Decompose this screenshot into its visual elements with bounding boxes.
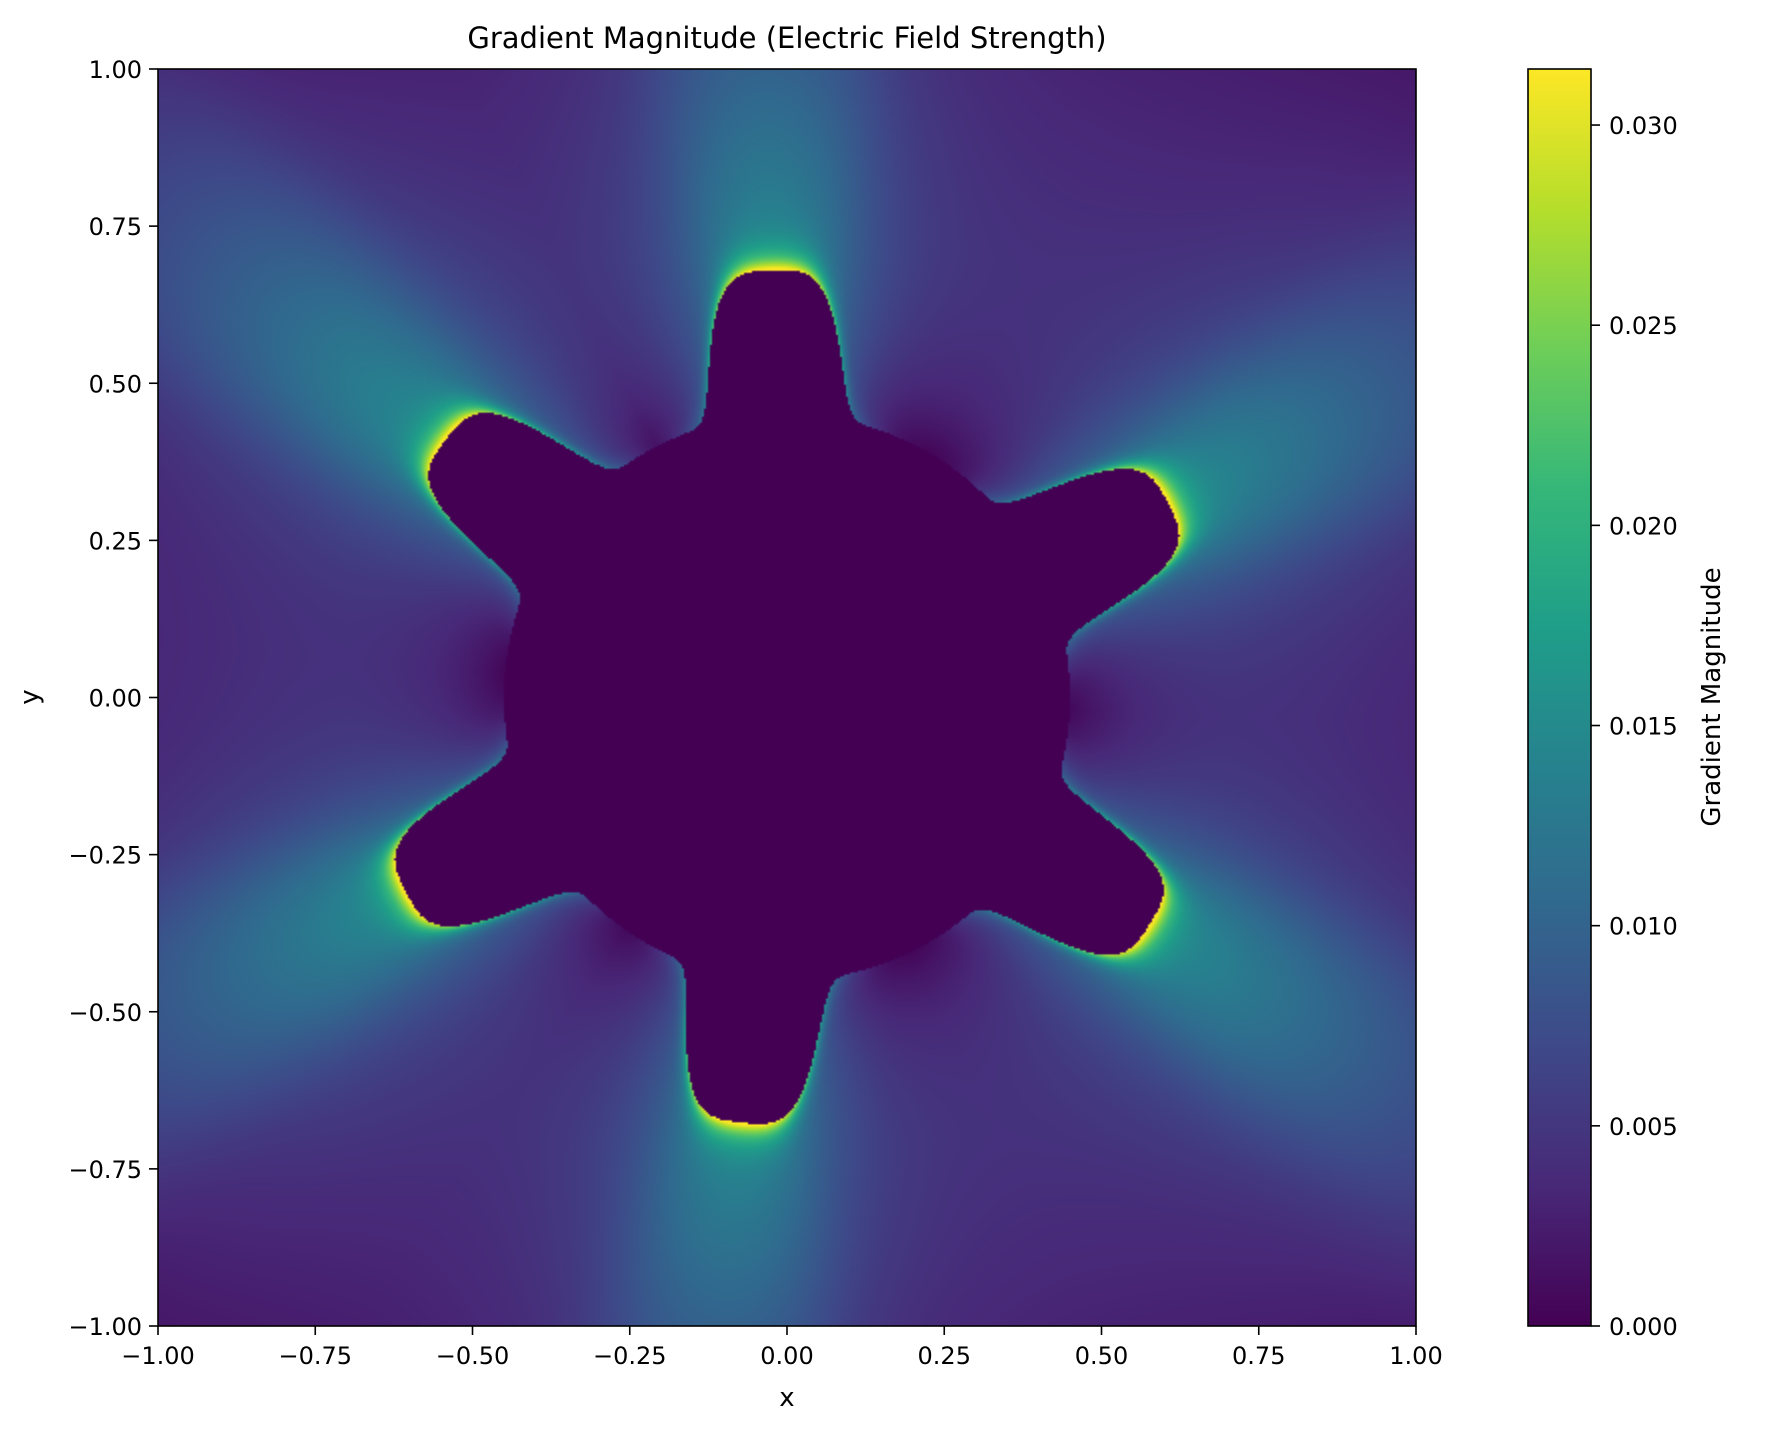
colorbar-tick-label: 0.000 <box>1609 1313 1678 1341</box>
x-tick-label: 0.25 <box>918 1342 971 1370</box>
y-tick-label: −0.75 <box>68 1156 142 1184</box>
colorbar-tick-label: 0.020 <box>1609 512 1678 540</box>
x-tick-label: −0.25 <box>593 1342 667 1370</box>
y-tick-label: 1.00 <box>89 56 142 84</box>
y-axis-label: y <box>15 689 45 704</box>
colorbar-gradient <box>1527 68 1592 1327</box>
y-tick-label: −0.25 <box>68 842 142 870</box>
colorbar-tick-label: 0.015 <box>1609 713 1678 741</box>
x-tick-label: 0.00 <box>760 1342 813 1370</box>
colorbar: 0.000 0.005 0.010 0.015 0.020 0.025 0.030 Grad… <box>1527 68 1727 1341</box>
y-tick-label: 0.00 <box>89 685 142 713</box>
x-axis: −1.00 −0.75 −0.50 −0.25 0.00 0.25 0.50 0.75 1.00 <box>121 1326 1443 1370</box>
colorbar-tick-label: 0.030 <box>1609 112 1678 140</box>
x-tick-label: −1.00 <box>121 1342 195 1370</box>
x-axis-label: x <box>779 1383 794 1413</box>
y-tick-label: 0.75 <box>89 213 142 241</box>
chart-title: Gradient Magnitude (Electric Field Stren… <box>467 21 1106 55</box>
x-tick-label: 0.75 <box>1232 1342 1285 1370</box>
y-tick-label: 0.50 <box>89 370 142 398</box>
y-tick-label: 0.25 <box>89 527 142 555</box>
x-tick-label: −0.50 <box>436 1342 510 1370</box>
colorbar-tick-label: 0.010 <box>1609 913 1678 941</box>
colorbar-tick-label: 0.005 <box>1609 1113 1678 1141</box>
x-tick-label: −0.75 <box>278 1342 352 1370</box>
y-tick-label: −0.50 <box>68 999 142 1027</box>
colorbar-label: Gradient Magnitude <box>1697 567 1727 826</box>
colorbar-ticks: 0.000 0.005 0.010 0.015 0.020 0.025 0.030 <box>1591 112 1678 1341</box>
y-axis: −1.00 −0.75 −0.50 −0.25 0.00 0.25 0.50 0.75 1.00 <box>68 56 158 1341</box>
heatmap-image <box>158 69 1416 1326</box>
plot-area <box>157 68 1417 1327</box>
colorbar-tick-label: 0.025 <box>1609 312 1678 340</box>
y-tick-label: −1.00 <box>68 1313 142 1341</box>
x-tick-label: 0.50 <box>1075 1342 1128 1370</box>
x-tick-label: 1.00 <box>1389 1342 1442 1370</box>
